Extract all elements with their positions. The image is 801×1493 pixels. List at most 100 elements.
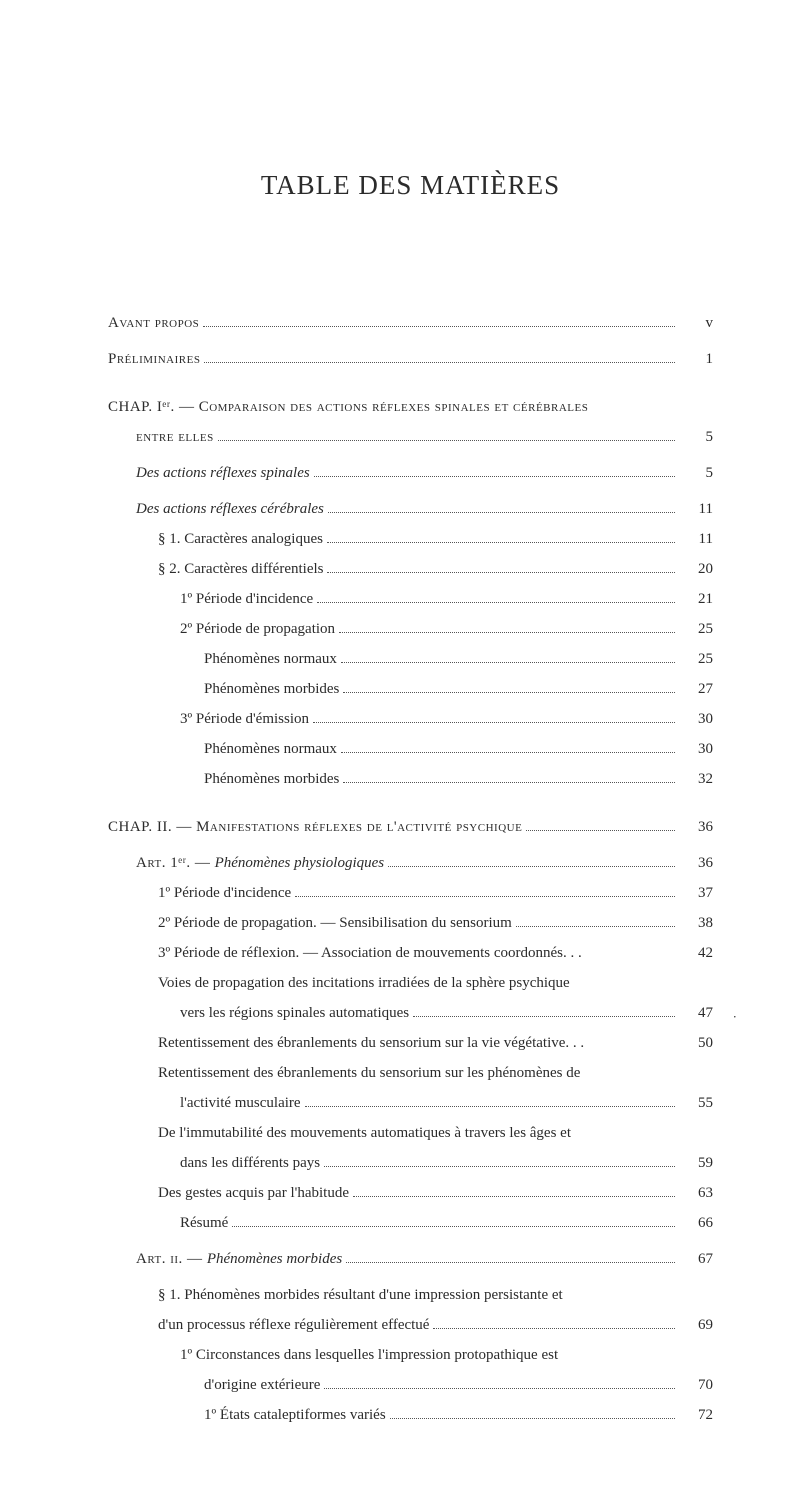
leader-dots xyxy=(305,1097,675,1107)
toc-row: Des actions réflexes cérébrales11 xyxy=(108,497,713,521)
toc-label: Phénomènes normaux xyxy=(204,647,337,671)
toc-label: 1º Période d'incidence xyxy=(158,881,291,905)
toc-row: Phénomènes morbides27 xyxy=(108,677,713,701)
toc-label: l'activité musculaire xyxy=(180,1091,301,1115)
toc-page-number: 70 xyxy=(679,1373,713,1397)
toc-label: 2º Période de propagation. — Sensibilisa… xyxy=(158,911,512,935)
toc-label: 1º États cataleptiformes variés xyxy=(204,1403,386,1427)
toc-row: Préliminaires1 xyxy=(108,347,713,371)
toc-row: § 2. Caractères différentiels 20 xyxy=(108,557,713,581)
toc-row: Phénomènes normaux 30 xyxy=(108,737,713,761)
toc-page-number: 59 xyxy=(679,1151,713,1175)
toc-page-number: v xyxy=(679,311,713,335)
page-title: TABLE DES MATIÈRES xyxy=(108,170,713,201)
toc-label: Des gestes acquis par l'habitude xyxy=(158,1181,349,1205)
toc-label: dans les différents pays xyxy=(180,1151,320,1175)
toc-label: § 2. Caractères différentiels xyxy=(158,557,323,581)
leader-dots xyxy=(324,1157,675,1167)
toc-label: entre elles xyxy=(136,425,214,449)
toc-label: Art. ii. — Phénomènes morbides xyxy=(136,1247,342,1271)
leader-dots xyxy=(204,353,675,363)
leader-dots xyxy=(341,653,675,663)
toc-page-number: 32 xyxy=(679,767,713,791)
toc-label: De l'immutabilité des mouvements automat… xyxy=(158,1121,571,1145)
toc-row: Des gestes acquis par l'habitude63 xyxy=(108,1181,713,1205)
toc-page-number: 55 xyxy=(679,1091,713,1115)
toc-page-number: 72 xyxy=(679,1403,713,1427)
toc-label: 2º Période de propagation xyxy=(180,617,335,641)
toc-row: vers les régions spinales automatiques 47 xyxy=(108,1001,713,1025)
toc-row: CHAP. Iᵉʳ. — Comparaison des actions réf… xyxy=(108,395,713,419)
toc-page-number: 47 xyxy=(679,1001,713,1025)
toc-label: Phénomènes normaux xyxy=(204,737,337,761)
toc-page-number: 5 xyxy=(679,461,713,485)
toc-label: Phénomènes morbides xyxy=(204,767,339,791)
toc-label: Phénomènes morbides xyxy=(204,677,339,701)
leader-dots xyxy=(232,1217,675,1227)
leader-dots xyxy=(218,431,675,441)
toc-row: De l'immutabilité des mouvements automat… xyxy=(108,1121,713,1145)
toc-row: entre elles5 xyxy=(108,425,713,449)
toc-label: Retentissement des ébranlements du senso… xyxy=(158,1031,584,1055)
toc-label: Art. 1ᵉʳ. — Phénomènes physiologiques xyxy=(136,851,384,875)
toc-label: Préliminaires xyxy=(108,347,200,371)
leader-dots xyxy=(388,857,675,867)
toc-row: Art. ii. — Phénomènes morbides 67 xyxy=(108,1247,713,1271)
toc-row: 1º États cataleptiformes variés 72 xyxy=(108,1403,713,1427)
leader-dots xyxy=(346,1253,675,1263)
toc-row: l'activité musculaire 55 xyxy=(108,1091,713,1115)
leader-dots xyxy=(413,1007,675,1017)
toc-row: Phénomènes normaux 25 xyxy=(108,647,713,671)
toc-page-number: 38 xyxy=(679,911,713,935)
toc-page-number: 25 xyxy=(679,617,713,641)
leader-dots xyxy=(314,467,675,477)
toc-page-number: 36 xyxy=(679,815,713,839)
leader-dots xyxy=(526,821,675,831)
toc-page-number: 30 xyxy=(679,737,713,761)
leader-dots xyxy=(341,743,675,753)
toc-row: Phénomènes morbides 32 xyxy=(108,767,713,791)
toc-label: Avant propos xyxy=(108,311,199,335)
toc-label: 1º Circonstances dans lesquelles l'impre… xyxy=(180,1343,558,1367)
toc-label: vers les régions spinales automatiques xyxy=(180,1001,409,1025)
toc-row: Résumé 66 xyxy=(108,1211,713,1235)
toc-row: Art. 1ᵉʳ. — Phénomènes physiologiques 36 xyxy=(108,851,713,875)
toc-label: 1º Période d'incidence xyxy=(180,587,313,611)
toc-label: § 1. Phénomènes morbides résultant d'une… xyxy=(158,1283,563,1307)
toc-row: § 1. Phénomènes morbides résultant d'une… xyxy=(108,1283,713,1307)
toc-label: § 1. Caractères analogiques xyxy=(158,527,323,551)
toc-label: CHAP. II. — Manifestations réflexes de l… xyxy=(108,815,522,839)
leader-dots xyxy=(390,1409,675,1419)
toc-row: 3º Période de réflexion. — Association d… xyxy=(108,941,713,965)
leader-dots xyxy=(313,713,675,723)
toc-page-number: 69 xyxy=(679,1313,713,1337)
toc-row: dans les différents pays 59 xyxy=(108,1151,713,1175)
leader-dots xyxy=(516,917,675,927)
toc-label: Des actions réflexes spinales xyxy=(136,461,310,485)
toc-page-number: 11 xyxy=(679,527,713,551)
toc-row: 2º Période de propagation 25 xyxy=(108,617,713,641)
toc-page-number: 20 xyxy=(679,557,713,581)
leader-dots xyxy=(343,773,675,783)
toc-label: Voies de propagation des incitations irr… xyxy=(158,971,570,995)
toc-row: Retentissement des ébranlements du senso… xyxy=(108,1031,713,1055)
toc-page-number: 37 xyxy=(679,881,713,905)
toc-row: d'origine extérieure70 xyxy=(108,1373,713,1397)
toc-row: 1º Période d'incidence 37 xyxy=(108,881,713,905)
toc-page-number: 25 xyxy=(679,647,713,671)
toc-row: 2º Période de propagation. — Sensibilisa… xyxy=(108,911,713,935)
toc-page-number: 67 xyxy=(679,1247,713,1271)
toc-label: Résumé xyxy=(180,1211,228,1235)
toc-row: 1º Circonstances dans lesquelles l'impre… xyxy=(108,1343,713,1367)
leader-dots xyxy=(317,593,675,603)
toc-label: Des actions réflexes cérébrales xyxy=(136,497,324,521)
toc-row: d'un processus réflexe régulièrement eff… xyxy=(108,1313,713,1337)
leader-dots xyxy=(203,317,675,327)
toc-row: 3º Période d'émission30 xyxy=(108,707,713,731)
page: TABLE DES MATIÈRES Avant propos v Prélimin… xyxy=(0,0,801,1493)
toc-label: 3º Période d'émission xyxy=(180,707,309,731)
toc-page-number: 36 xyxy=(679,851,713,875)
leader-dots xyxy=(327,533,675,543)
leader-dots xyxy=(327,563,675,573)
toc-page-number: 66 xyxy=(679,1211,713,1235)
